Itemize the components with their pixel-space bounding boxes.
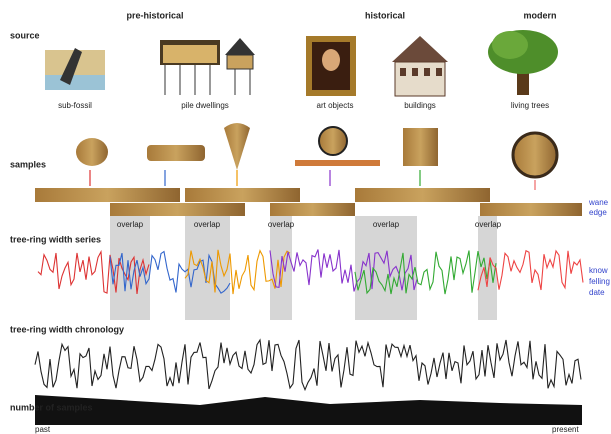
overlap-label: overlap (475, 220, 502, 229)
curve (109, 250, 231, 294)
overlap-label: overlap (373, 220, 400, 229)
row-label: source (10, 30, 40, 40)
source-label: art objects (317, 101, 354, 110)
curve (184, 249, 291, 295)
row-label: samples (10, 159, 46, 169)
curve (34, 338, 582, 392)
period-title: pre-historical (126, 10, 183, 20)
ring-width-curves (34, 249, 584, 392)
source-label: living trees (511, 101, 549, 110)
overlap-label: overlap (117, 220, 144, 229)
period-title: historical (365, 10, 405, 20)
felling-date-note: date (589, 288, 605, 297)
curve (37, 249, 150, 294)
waney-edge-note: wane (588, 198, 609, 207)
source-label: buildings (404, 101, 436, 110)
overlap-label: overlap (194, 220, 221, 229)
source-label: sub-fossil (58, 101, 92, 110)
source-label: pile dwellings (181, 101, 229, 110)
axis-end: present (552, 425, 579, 434)
felling-date-note: know (589, 266, 608, 275)
curve (354, 250, 497, 295)
row-label: tree-ring width chronology (10, 324, 124, 334)
waney-edge-note: edge (589, 208, 607, 217)
axis-start: past (35, 425, 51, 434)
felling-date-note: felling (589, 277, 610, 286)
period-title: modern (523, 10, 556, 20)
overlap-label: overlap (268, 220, 295, 229)
row-label: tree-ring width series (10, 234, 101, 244)
curve (269, 249, 418, 292)
illustrations (35, 30, 582, 425)
row-label: number of samples (10, 402, 93, 412)
curve (477, 249, 584, 291)
